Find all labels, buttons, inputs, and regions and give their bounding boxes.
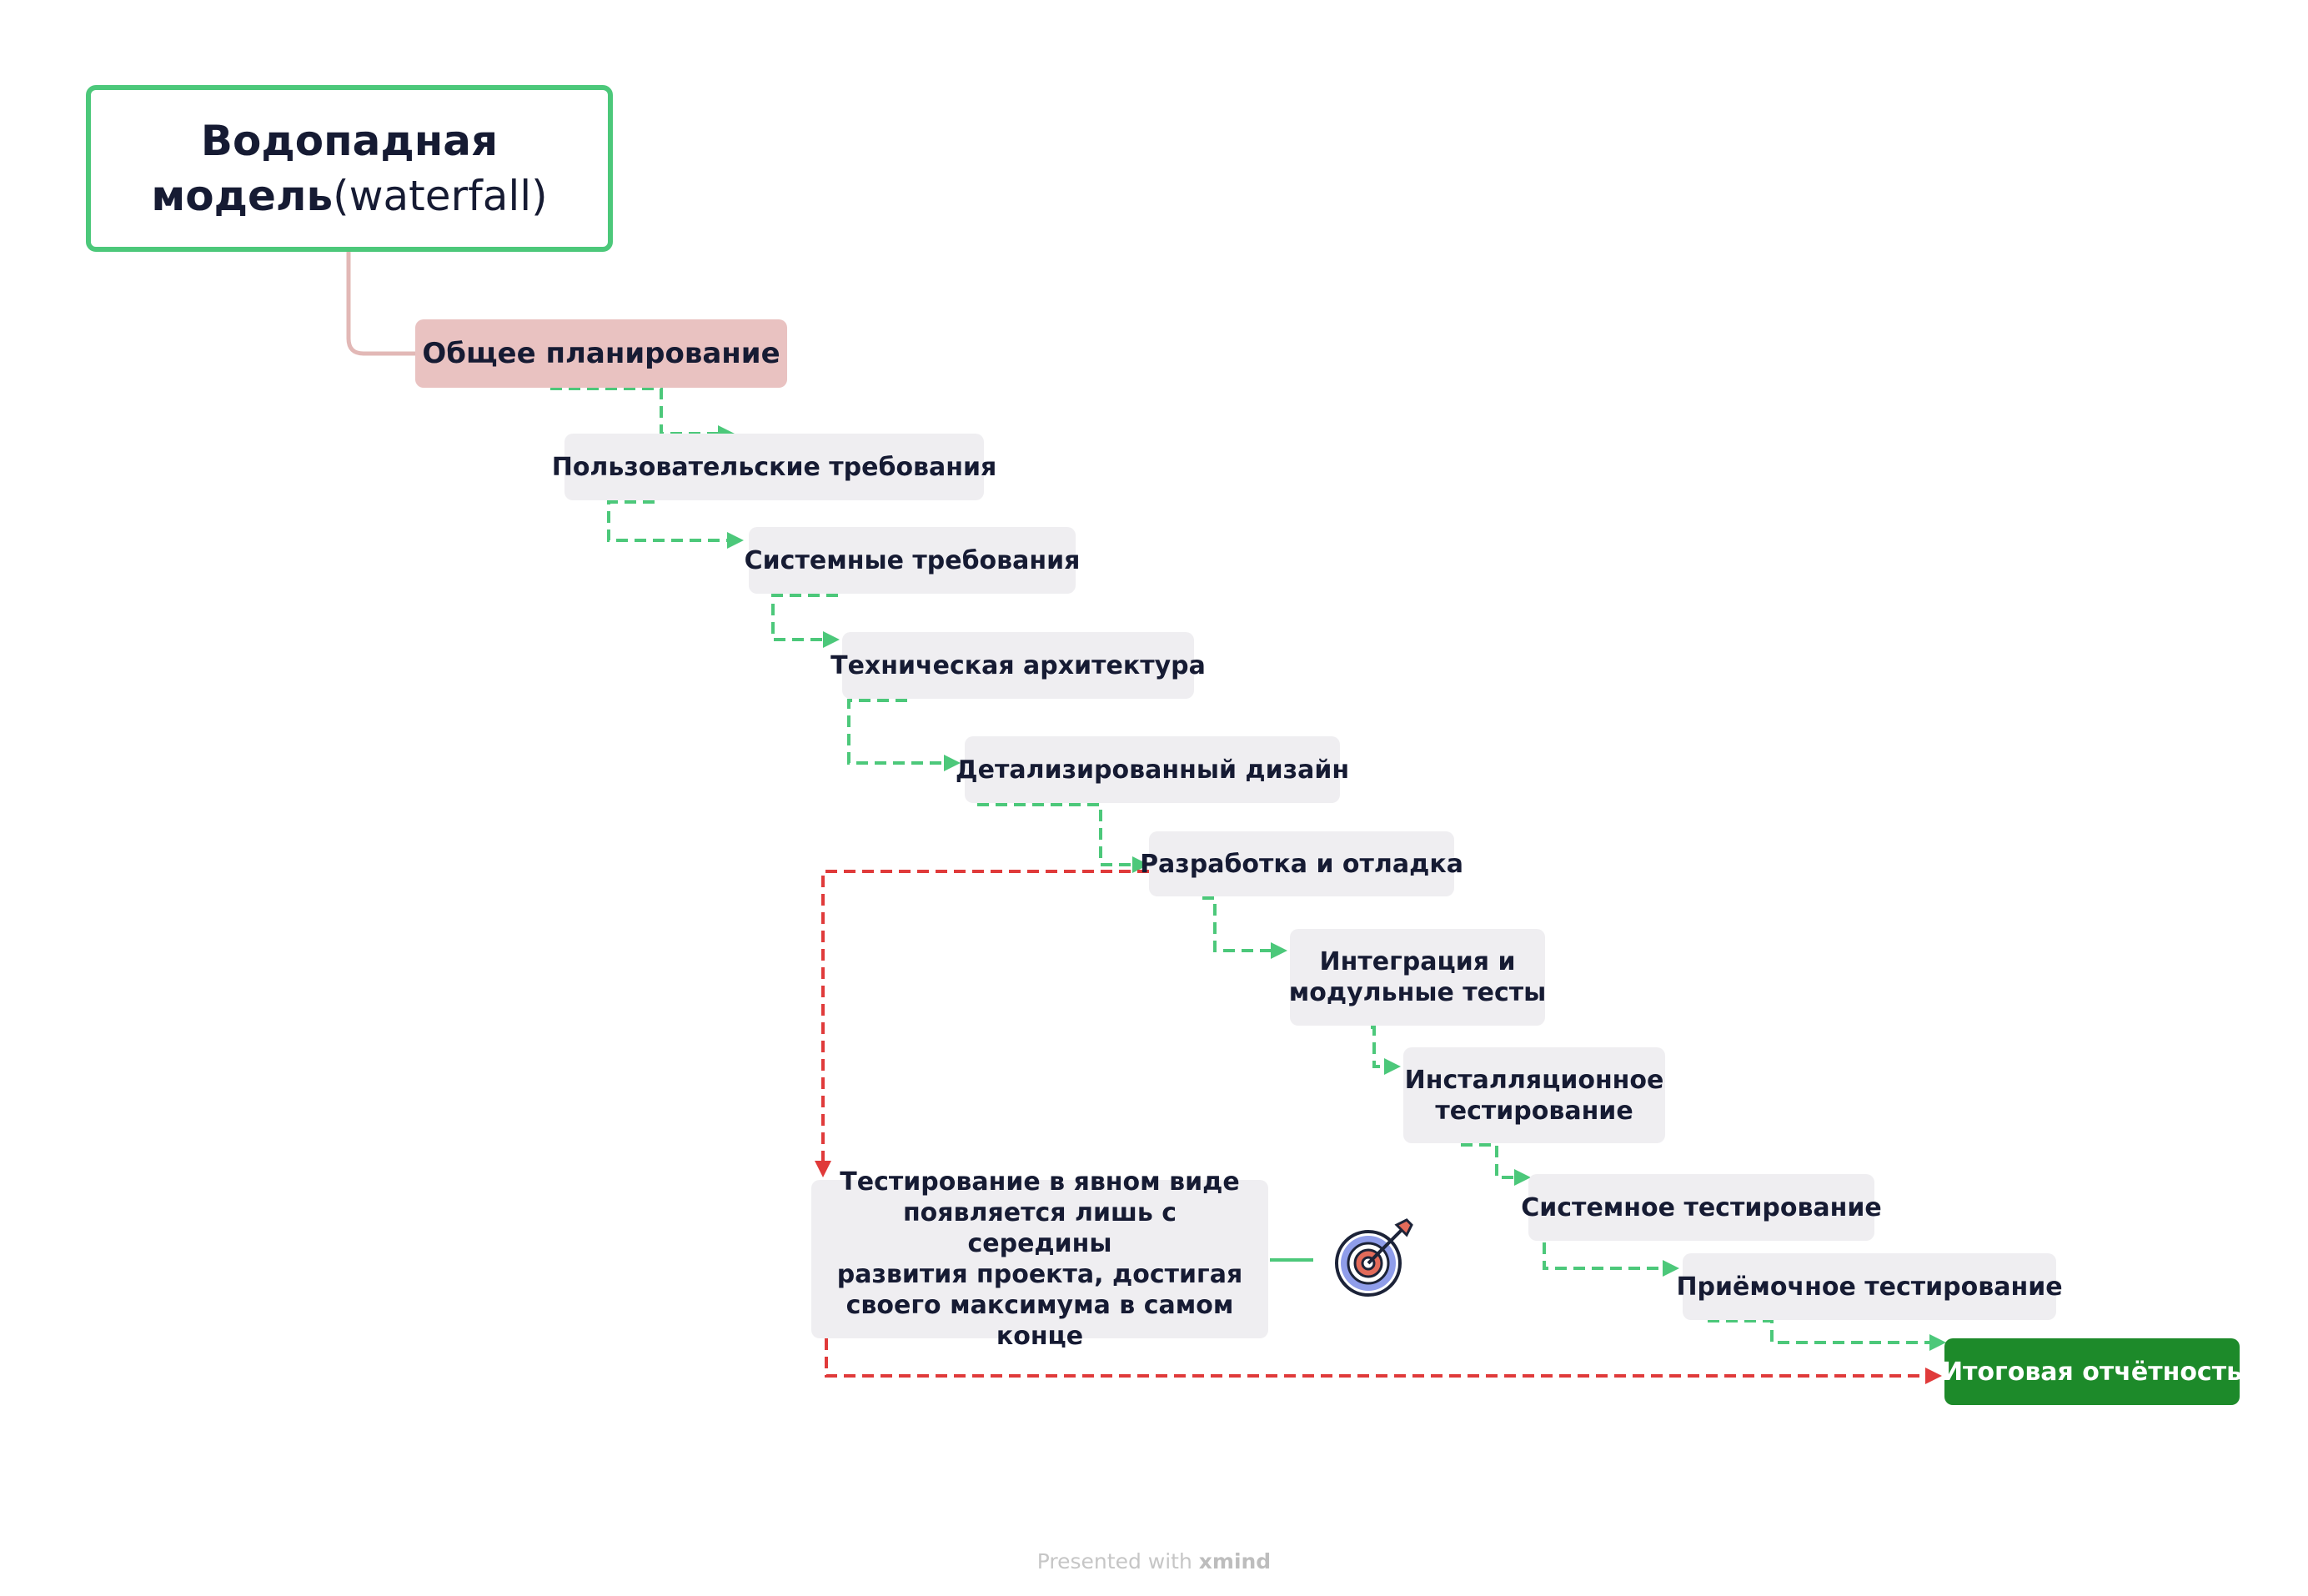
connector-user-req-to-system-req — [607, 500, 744, 549]
connector-design-to-development — [977, 803, 1149, 873]
root-title-line2: модель(waterfall) — [151, 168, 547, 223]
step-label: Системные требования — [744, 545, 1081, 575]
topic-final-reporting[interactable]: Итоговая отчётность — [1941, 1338, 2243, 1405]
connector-planning-to-user-req — [550, 387, 735, 442]
connector-installation-to-system-testing — [1461, 1143, 1531, 1186]
step-label: Пользовательские требования — [551, 452, 997, 482]
footer-credit: Presented with xmind — [0, 1549, 2308, 1573]
connector-development-to-integration — [1202, 896, 1287, 959]
trunk-connector — [346, 252, 415, 356]
step-installation-testing[interactable]: Инсталляционное тестирование — [1403, 1047, 1665, 1143]
connector-integration-to-installation — [1371, 1026, 1401, 1075]
connector-system-testing-to-acceptance — [1543, 1242, 1679, 1277]
note-line: развития проекта, достигая — [836, 1260, 1243, 1289]
root-title-line1: Водопадная — [200, 117, 499, 165]
topic-final-reporting-label: Итоговая отчётность — [1941, 1357, 2243, 1387]
step-label: Системное тестирование — [1521, 1192, 1882, 1222]
step-label: Техническая архитектура — [830, 650, 1206, 680]
step-acceptance-testing[interactable]: Приёмочное тестирование — [1676, 1253, 2063, 1320]
connector-architecture-to-design — [847, 699, 961, 771]
step-technical-architecture[interactable]: Техническая архитектура — [830, 632, 1206, 699]
topic-general-planning-label: Общее планирование — [422, 336, 780, 370]
connector-system-req-to-architecture — [771, 594, 840, 648]
connector-acceptance-to-final — [1708, 1319, 1946, 1351]
step-system-requirements[interactable]: Системные требования — [745, 527, 1080, 594]
footer-brand[interactable]: xmind — [1198, 1549, 1272, 1573]
step-label-line2: модульные тесты — [1288, 978, 1547, 1007]
root-title-light: (waterfall) — [333, 172, 548, 220]
topic-general-planning[interactable]: Общее планирование — [415, 319, 787, 388]
target-with-arrow-icon — [1335, 1218, 1413, 1297]
footer-prefix: Presented with — [1036, 1549, 1199, 1573]
step-label: Детализированный дизайн — [955, 755, 1350, 785]
note-line: своего максимума в самом конце — [845, 1291, 1234, 1351]
red-connector-development-to-note — [815, 870, 1149, 1177]
note-testing-comment[interactable]: Тестирование в явном виде появляется лиш… — [811, 1167, 1268, 1351]
step-integration-unit-tests[interactable]: Интеграция и модульные тесты — [1288, 929, 1547, 1026]
step-system-testing[interactable]: Системное тестирование — [1521, 1174, 1882, 1241]
step-label-line1: Интеграция и — [1319, 947, 1516, 976]
red-connector-note-to-final — [825, 1338, 1942, 1384]
note-line: Тестирование в явном виде — [840, 1167, 1240, 1197]
step-label: Разработка и отладка — [1140, 849, 1463, 879]
step-detailed-design[interactable]: Детализированный дизайн — [956, 736, 1349, 803]
note-line: появляется лишь с середины — [902, 1198, 1177, 1258]
step-user-requirements[interactable]: Пользовательские требования — [552, 434, 996, 500]
step-development-debugging[interactable]: Разработка и отладка — [1140, 831, 1463, 896]
step-label-line2: тестирование — [1435, 1096, 1633, 1126]
step-label: Приёмочное тестирование — [1676, 1272, 2063, 1302]
step-label-line1: Инсталляционное — [1404, 1065, 1664, 1095]
root-topic[interactable]: Водопадная модель(waterfall) — [86, 85, 613, 252]
root-title-bold: модель — [151, 172, 334, 220]
